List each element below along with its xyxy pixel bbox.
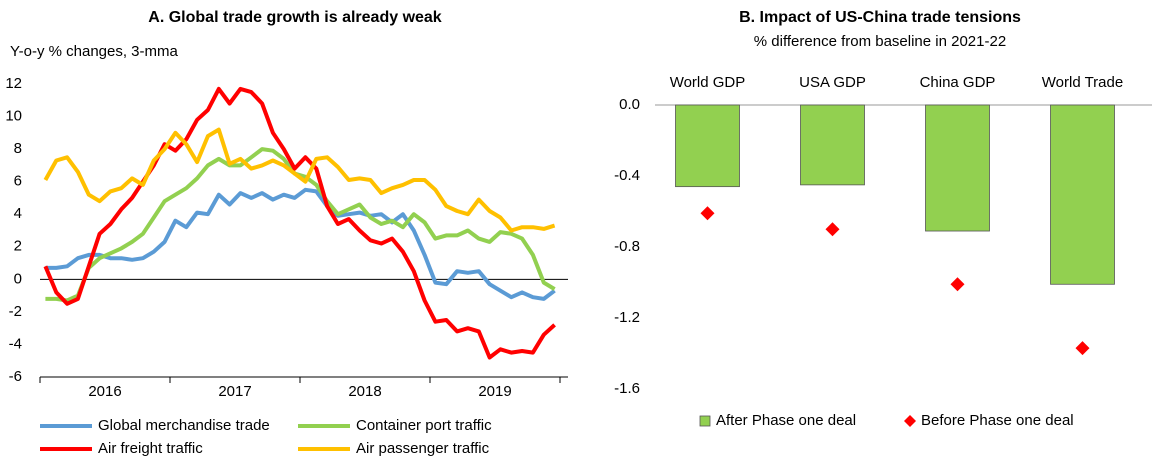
- x-tick-label: 2018: [348, 383, 381, 400]
- x-tick-label: 2016: [88, 383, 121, 400]
- y-tick-label: -0.4: [614, 167, 640, 184]
- category-label: World GDP: [670, 74, 746, 91]
- y-tick-label: 0: [14, 270, 22, 287]
- y-tick-label: -4: [9, 335, 22, 352]
- legend-label: After Phase one deal: [716, 412, 856, 429]
- legend-label: Air passenger traffic: [356, 440, 490, 457]
- marker: [825, 222, 840, 237]
- legend-label: Container port traffic: [356, 417, 492, 434]
- chart-subtitle: % difference from baseline in 2021-22: [754, 33, 1006, 50]
- y-tick-label: 12: [5, 75, 22, 92]
- legend-label: Before Phase one deal: [921, 412, 1074, 429]
- chart-title: B. Impact of US-China trade tensions: [739, 9, 1021, 26]
- y-tick-label: 10: [5, 108, 22, 125]
- marker: [1075, 341, 1090, 356]
- legend-label: Global merchandise trade: [98, 417, 270, 434]
- y-tick-label: -1.2: [614, 309, 640, 326]
- legend-swatch: [699, 415, 711, 427]
- line-series: [45, 147, 556, 303]
- y-tick-label: 0.0: [619, 96, 640, 113]
- y-tick-label: -6: [9, 368, 22, 385]
- marker: [700, 206, 715, 221]
- x-tick-label: 2019: [478, 383, 511, 400]
- y-tick-label: 4: [14, 205, 22, 222]
- bar: [925, 104, 990, 232]
- x-tick-label: 2017: [218, 383, 251, 400]
- y-tick-label: 8: [14, 140, 22, 157]
- y-axis-label: Y-o-y % changes, 3-mma: [10, 43, 179, 60]
- line-series: [43, 86, 556, 360]
- legend-swatch: [904, 415, 916, 427]
- y-tick-label: -2: [9, 303, 22, 320]
- bar: [1050, 104, 1115, 285]
- y-tick-label: -1.6: [614, 380, 640, 397]
- legend-label: Air freight traffic: [98, 440, 203, 457]
- chart-title: A. Global trade growth is already weak: [148, 9, 442, 26]
- category-label: World Trade: [1042, 74, 1123, 91]
- category-label: USA GDP: [799, 74, 866, 91]
- bar: [800, 104, 865, 186]
- y-tick-label: -0.8: [614, 238, 640, 255]
- bar: [675, 104, 740, 188]
- y-tick-label: 6: [14, 173, 22, 190]
- y-tick-label: 2: [14, 238, 22, 255]
- line-series: [43, 127, 556, 233]
- line-series: [45, 187, 556, 301]
- marker: [950, 277, 965, 292]
- category-label: China GDP: [920, 74, 996, 91]
